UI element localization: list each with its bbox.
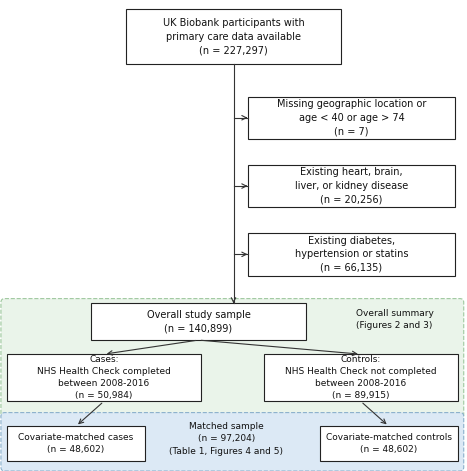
FancyBboxPatch shape (91, 303, 306, 340)
Text: Missing geographic location or
age < 40 or age > 74
(n = 7): Missing geographic location or age < 40 … (277, 99, 426, 136)
Text: Existing diabetes,
hypertension or statins
(n = 66,135): Existing diabetes, hypertension or stati… (295, 236, 408, 273)
Text: Overall study sample
(n = 140,899): Overall study sample (n = 140,899) (147, 310, 250, 333)
Text: Overall summary
(Figures 2 and 3): Overall summary (Figures 2 and 3) (356, 309, 433, 330)
FancyBboxPatch shape (7, 426, 145, 461)
FancyBboxPatch shape (264, 354, 458, 401)
FancyBboxPatch shape (320, 426, 458, 461)
Text: Cases:
NHS Health Check completed
between 2008-2016
(n = 50,984): Cases: NHS Health Check completed betwee… (37, 355, 171, 400)
Text: Existing heart, brain,
liver, or kidney disease
(n = 20,256): Existing heart, brain, liver, or kidney … (295, 168, 408, 204)
Text: Controls:
NHS Health Check not completed
between 2008-2016
(n = 89,915): Controls: NHS Health Check not completed… (285, 355, 437, 400)
FancyBboxPatch shape (1, 413, 464, 471)
FancyBboxPatch shape (248, 233, 455, 276)
FancyBboxPatch shape (1, 299, 464, 418)
Text: Covariate-matched cases
(n = 48,602): Covariate-matched cases (n = 48,602) (18, 433, 134, 454)
FancyBboxPatch shape (248, 97, 455, 139)
FancyBboxPatch shape (248, 165, 455, 207)
FancyBboxPatch shape (7, 354, 201, 401)
FancyBboxPatch shape (126, 9, 341, 64)
Text: Covariate-matched controls
(n = 48,602): Covariate-matched controls (n = 48,602) (326, 433, 452, 454)
Text: Matched sample
(n = 97,204)
(Table 1, Figures 4 and 5): Matched sample (n = 97,204) (Table 1, Fi… (170, 422, 283, 455)
Text: UK Biobank participants with
primary care data available
(n = 227,297): UK Biobank participants with primary car… (163, 18, 304, 55)
